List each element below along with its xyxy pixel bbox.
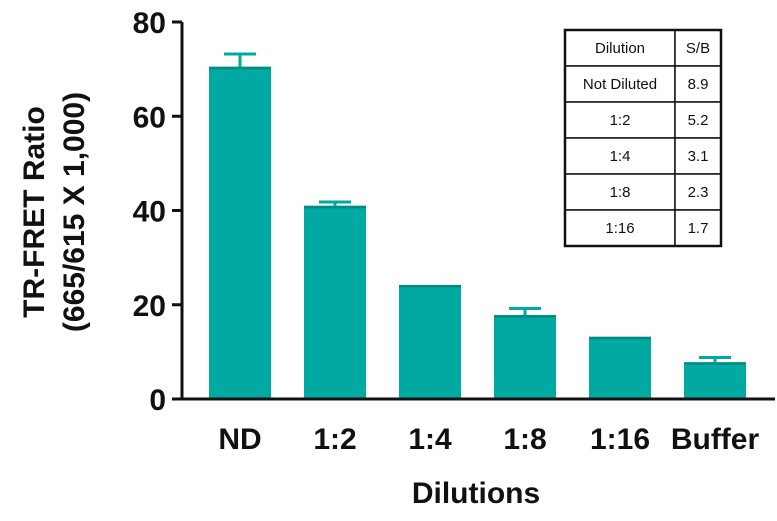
table-cell-2-0 xyxy=(564,101,676,139)
bar-cap-4 xyxy=(589,336,651,340)
inset-sb-table: Dilution S/B Not Diluted 8.9 1:2 5.2 1:4 3.1 1:8… xyxy=(563,28,723,248)
y-tick-label-4: 80 xyxy=(133,7,166,40)
y-axis-title-line-1: TR-FRET Ratio xyxy=(18,106,51,318)
bar-4 xyxy=(589,336,651,399)
y-tick-label-0: 0 xyxy=(149,384,166,417)
table-text-1-0: Not Diluted xyxy=(583,76,657,93)
bar-3 xyxy=(494,315,556,399)
table-text-2-1: 5.2 xyxy=(688,112,709,129)
table-text-0-1: S/B xyxy=(686,40,710,57)
table-border xyxy=(563,28,723,248)
y-tick-label-2: 40 xyxy=(133,196,166,229)
x-ticks-group: ND 1:2 1:4 1:8 1:16 Buffer xyxy=(218,423,759,456)
y-tick-label-1: 20 xyxy=(133,290,166,323)
x-axis-title: Dilutions xyxy=(412,477,540,510)
table-text-3-0: 1:4 xyxy=(610,148,631,165)
x-tick-label-1: 1:2 xyxy=(313,423,356,456)
bar-cap-1 xyxy=(304,205,366,209)
x-tick-label-0: ND xyxy=(218,423,261,456)
x-tick-label-3: 1:8 xyxy=(503,423,546,456)
bar-cap-5 xyxy=(684,362,746,365)
table-text-0-0: Dilution xyxy=(595,40,645,57)
table-cell-4-1 xyxy=(674,173,722,211)
table-text-5-1: 1.7 xyxy=(688,220,709,237)
bar-5 xyxy=(684,362,746,399)
bar-cap-3 xyxy=(494,315,556,318)
bar-cap-2 xyxy=(399,284,461,288)
bar-0 xyxy=(209,66,271,400)
table-cell-5-0 xyxy=(564,209,676,247)
table-text-3-1: 3.1 xyxy=(688,148,709,165)
table-text-5-0: 1:16 xyxy=(605,220,634,237)
error-bars-group xyxy=(224,52,731,363)
bar-2 xyxy=(399,284,461,399)
x-tick-label-4: 1:16 xyxy=(590,423,650,456)
y-tick-label-3: 60 xyxy=(133,101,166,134)
y-axis-title-line-2: (665/615 X 1,000) xyxy=(58,92,91,332)
x-tick-label-5: Buffer xyxy=(671,423,760,456)
table-text-4-0: 1:8 xyxy=(610,184,631,201)
bar-1 xyxy=(304,205,366,399)
bars-group xyxy=(209,66,746,400)
bar-cap-0 xyxy=(209,66,271,70)
table-text-1-1: 8.9 xyxy=(688,76,709,93)
table-text-4-1: 2.3 xyxy=(688,184,709,201)
table-text-2-0: 1:2 xyxy=(610,112,631,129)
y-ticks-group: 0 20 40 60 80 xyxy=(133,7,182,417)
table-cell-5-1 xyxy=(674,209,722,247)
table-cell-4-0 xyxy=(564,173,676,211)
x-tick-label-2: 1:4 xyxy=(408,423,452,456)
